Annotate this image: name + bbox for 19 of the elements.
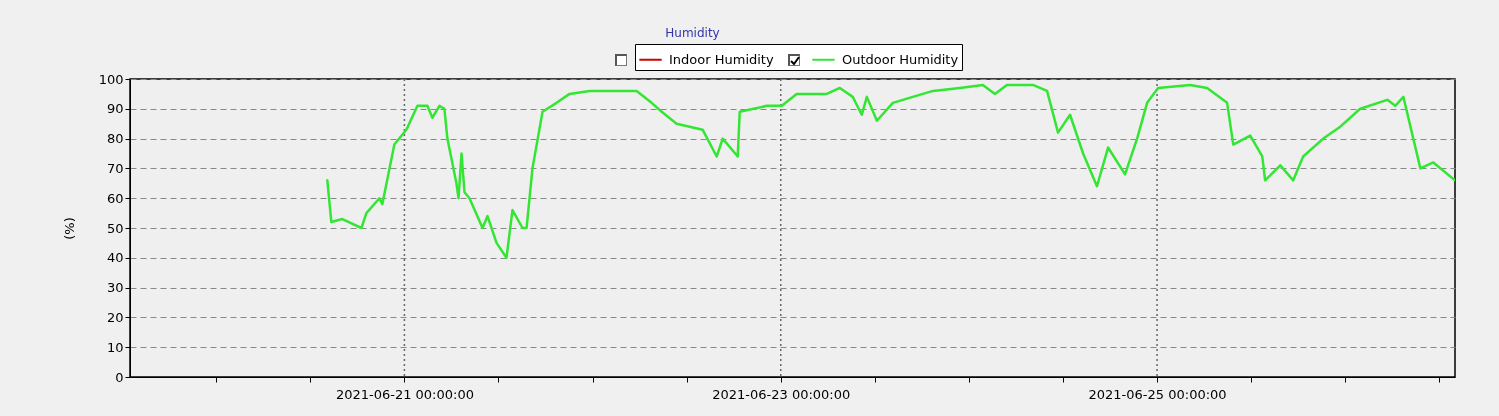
y-tick-label: 50	[106, 220, 124, 236]
y-tick-label: 40	[106, 250, 124, 266]
y-tick-label: 0	[115, 369, 124, 385]
y-tick-label: 80	[106, 131, 124, 147]
y-tick-label: 70	[106, 160, 124, 176]
x-tick-label: 2021-06-25 00:00:00	[1088, 386, 1227, 402]
y-tick-label: 90	[106, 101, 124, 117]
legend-label: Indoor Humidity	[669, 51, 774, 67]
x-tick-label: 2021-06-21 00:00:00	[335, 386, 474, 402]
line-series	[326, 83, 1455, 260]
y-axis-title: (%)	[61, 217, 77, 240]
chart-title: Humidity	[665, 25, 720, 40]
y-tick-label: 20	[106, 309, 124, 325]
y-tick-label: 100	[98, 71, 124, 87]
x-tick-label: 2021-06-23 00:00:00	[712, 386, 851, 402]
y-tick-label: 10	[106, 339, 124, 355]
y-tick-label: 30	[106, 280, 124, 296]
legend-label: Outdoor Humidity	[842, 51, 959, 67]
y-tick-label: 60	[106, 190, 124, 206]
